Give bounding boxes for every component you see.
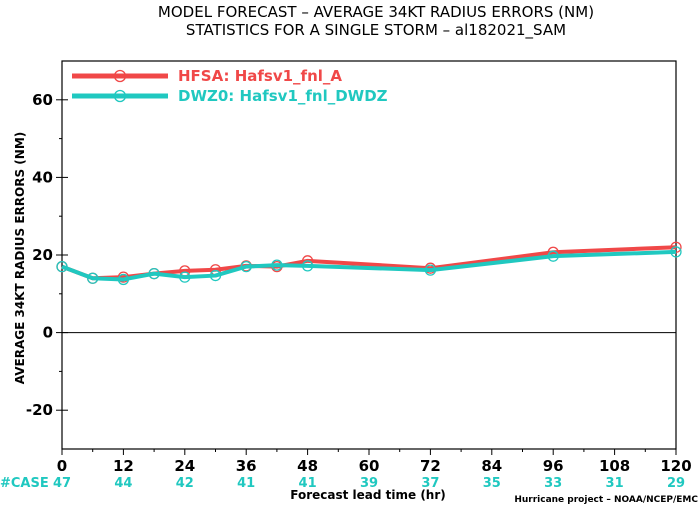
series-point-1: [148, 267, 160, 280]
y-tick-label: 40: [32, 168, 53, 186]
case-count: 35: [483, 476, 501, 491]
series-point-1: [179, 271, 191, 283]
x-tick-label: 12: [113, 457, 134, 475]
case-count: 39: [360, 476, 378, 491]
x-tick-label: 120: [660, 457, 691, 475]
x-axis-label: Forecast lead time (hr): [290, 488, 446, 502]
case-count: 44: [114, 476, 132, 491]
series-point-1: [56, 260, 68, 273]
series-point-1: [424, 264, 437, 276]
credit-text: Hurricane project – NOAA/NCEP/EMC: [514, 495, 698, 505]
x-tick-label: 72: [420, 457, 441, 475]
x-tick-label: 48: [297, 457, 318, 475]
y-tick-label: 20: [32, 246, 53, 264]
x-tick-label: 108: [599, 457, 630, 475]
case-count: 41: [237, 476, 255, 491]
series-point-1: [117, 273, 130, 286]
x-tick-label: 24: [174, 457, 195, 475]
x-tick-label: 96: [543, 457, 564, 475]
plot-area: 60 40 20 0 -20 0 12 24 36 48 60 72 84 96 108 120 HFSA: H…: [0, 60, 692, 491]
series-point-1: [87, 272, 99, 284]
legend-marker-1: [113, 89, 127, 103]
legend-label-1: DWZ0: Hafsv1_fnl_DWDZ: [178, 87, 388, 105]
case-label: #CASE: [0, 476, 49, 491]
case-count: 37: [421, 476, 439, 491]
series-point-1: [547, 250, 559, 262]
x-tick-label: 84: [481, 457, 502, 475]
case-count: 33: [544, 476, 562, 491]
case-count: 41: [299, 476, 317, 491]
chart-title-line2: STATISTICS FOR A SINGLE STORM – al182021…: [186, 21, 566, 40]
legend-label-0: HFSA: Hafsv1_fnl_A: [178, 67, 342, 85]
y-tick-label: 0: [43, 324, 53, 342]
case-count: 47: [53, 476, 71, 491]
y-axis-label: AVERAGE 34KT RADIUS ERRORS (NM): [13, 132, 27, 384]
series-point-1: [301, 260, 314, 272]
y-tick-label: 60: [32, 91, 53, 109]
series-point-1: [209, 269, 222, 282]
chart-title-line1: MODEL FORECAST – AVERAGE 34KT RADIUS ERR…: [158, 3, 594, 21]
series-point-1: [240, 260, 252, 273]
case-count: 31: [606, 476, 624, 491]
legend-marker-0: [113, 69, 127, 83]
case-count: 42: [176, 476, 194, 491]
y-tick-label: -20: [26, 401, 53, 419]
x-tick-label: 0: [57, 457, 67, 475]
series-point-1: [670, 246, 682, 258]
x-tick-label: 60: [359, 457, 380, 475]
x-tick-label: 36: [236, 457, 257, 475]
case-count: 29: [667, 476, 685, 491]
series-point-1: [271, 259, 283, 271]
